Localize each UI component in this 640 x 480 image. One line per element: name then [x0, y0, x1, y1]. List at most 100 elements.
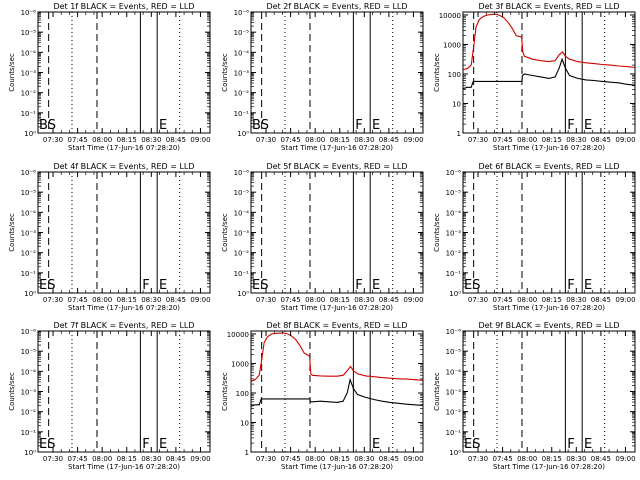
- detector-panel: Det 2f BLACK = Events, RED = LLD 10⁰ 10⁻¹ 1…: [221, 2, 424, 152]
- region-marker-bs: BS: [39, 118, 56, 133]
- x-tick-label: 08:30: [354, 296, 374, 304]
- x-tick-label: 07:30: [43, 136, 63, 144]
- y-tick-label: 10⁰: [449, 290, 461, 298]
- y-tick-label: 10⁻⁴: [21, 49, 37, 57]
- x-tick-label: 08:00: [92, 455, 112, 463]
- y-tick-label: 10⁻²: [446, 409, 462, 417]
- plot-frame: [250, 330, 424, 453]
- y-tick-label: 10⁻²: [21, 409, 37, 417]
- x-tick-label: 08:15: [117, 136, 137, 144]
- x-tick-label: 09:00: [190, 136, 210, 144]
- plot-frame: [37, 11, 211, 134]
- y-tick-label: 10: [452, 100, 461, 108]
- y-tick-label: 10⁻⁴: [446, 368, 462, 376]
- detector-panel: Det 7f BLACK = Events, RED = LLD 10⁰ 10⁻¹ 1…: [8, 321, 211, 471]
- y-tick-label: 10⁻³: [21, 389, 37, 397]
- plot-frame: [250, 171, 424, 294]
- plot-frame: [37, 330, 211, 453]
- detector-panel: Det 3f BLACK = Events, RED = LLD 1 10 100 10…: [433, 2, 636, 152]
- panel-title: Det 2f BLACK = Events, RED = LLD: [266, 2, 407, 11]
- region-marker-f: F: [567, 437, 574, 452]
- x-tick-label: 07:45: [281, 296, 301, 304]
- y-tick-label: 10⁻⁶: [21, 328, 37, 336]
- x-tick-label: 07:30: [256, 296, 276, 304]
- y-tick-label: 10⁻¹: [21, 429, 37, 437]
- panel-title: Det 3f BLACK = Events, RED = LLD: [478, 2, 619, 11]
- y-axis-label: Counts/sec: [8, 213, 16, 252]
- region-marker-es: ES: [252, 278, 268, 293]
- region-marker-f: F: [142, 437, 149, 452]
- y-tick-label: 10⁻²: [446, 250, 462, 258]
- x-tick-label: 09:00: [190, 296, 210, 304]
- panel-title: Det 7f BLACK = Events, RED = LLD: [53, 321, 194, 330]
- y-tick-label: 10⁻⁴: [21, 368, 37, 376]
- x-tick-label: 08:00: [305, 136, 325, 144]
- y-axis-label: Counts/sec: [221, 372, 229, 411]
- detector-panel: Det 6f BLACK = Events, RED = LLD 10⁰ 10⁻¹ 1…: [433, 162, 636, 312]
- region-marker-e: E: [372, 437, 380, 452]
- x-tick-label: 07:45: [281, 455, 301, 463]
- y-tick-label: 10⁻⁴: [234, 209, 250, 217]
- x-tick-label: 08:15: [542, 136, 562, 144]
- y-tick-label: 10⁻¹: [21, 270, 37, 278]
- region-marker-e: E: [159, 437, 167, 452]
- x-tick-label: 08:15: [542, 455, 562, 463]
- x-tick-label: 08:15: [117, 296, 137, 304]
- y-tick-label: 10⁻⁴: [234, 49, 250, 57]
- x-tick-label: 09:00: [615, 136, 635, 144]
- y-tick-label: 100: [448, 71, 461, 79]
- y-axis-label: Counts/sec: [433, 213, 441, 252]
- region-marker-f: F: [567, 278, 574, 293]
- region-marker-e: E: [159, 278, 167, 293]
- y-tick-label: 10⁻²: [234, 250, 250, 258]
- y-tick-label: 10⁻¹: [21, 110, 37, 118]
- y-tick-label: 1: [457, 130, 461, 138]
- x-tick-label: 07:45: [493, 296, 513, 304]
- x-tick-label: 08:30: [566, 296, 586, 304]
- x-tick-label: 08:30: [566, 136, 586, 144]
- y-tick-label: 10⁻⁶: [21, 9, 37, 17]
- region-marker-e: E: [584, 278, 592, 293]
- x-axis-label: Start Time (17-Jun-16 07:28:20): [493, 463, 605, 471]
- x-axis-label: Start Time (17-Jun-16 07:28:20): [281, 304, 393, 312]
- y-tick-label: 10⁻⁵: [446, 189, 462, 197]
- panel-title: Det 6f BLACK = Events, RED = LLD: [478, 162, 619, 171]
- y-tick-label: 10⁻²: [21, 90, 37, 98]
- x-tick-label: 07:30: [43, 455, 63, 463]
- plot-frame: [462, 11, 636, 134]
- x-tick-label: 07:30: [256, 455, 276, 463]
- region-marker-es: ES: [39, 437, 55, 452]
- y-tick-label: 10⁻³: [234, 230, 250, 238]
- y-tick-label: 1: [245, 449, 249, 457]
- y-tick-label: 10⁰: [24, 449, 36, 457]
- y-tick-label: 10⁻²: [234, 90, 250, 98]
- panel-title: Det 8f BLACK = Events, RED = LLD: [266, 321, 407, 330]
- y-tick-label: 10⁻⁵: [21, 29, 37, 37]
- x-tick-label: 09:00: [403, 296, 423, 304]
- y-tick-label: 100: [236, 390, 249, 398]
- y-tick-label: 10⁻¹: [446, 270, 462, 278]
- y-axis-label: Counts/sec: [221, 53, 229, 92]
- y-tick-label: 10⁻⁵: [234, 29, 250, 37]
- x-tick-label: 08:45: [166, 296, 186, 304]
- y-tick-label: 10⁻⁵: [446, 348, 462, 356]
- x-axis-label: Start Time (17-Jun-16 07:28:20): [68, 144, 180, 152]
- x-tick-label: 08:30: [354, 455, 374, 463]
- y-tick-label: 10⁻³: [21, 230, 37, 238]
- plot-frame: [250, 11, 424, 134]
- x-tick-label: 08:15: [542, 296, 562, 304]
- x-tick-label: 08:45: [591, 296, 611, 304]
- x-tick-label: 07:45: [493, 136, 513, 144]
- y-tick-label: 10⁻³: [21, 70, 37, 78]
- y-tick-label: 10: [240, 419, 249, 427]
- y-axis-label: Counts/sec: [8, 53, 16, 92]
- events-series-line: [251, 377, 423, 407]
- lld-series-line: [463, 13, 635, 71]
- region-marker-e: E: [372, 118, 380, 133]
- detector-panel: Det 5f BLACK = Events, RED = LLD 10⁰ 10⁻¹ 1…: [221, 162, 424, 312]
- y-tick-label: 10⁻³: [446, 230, 462, 238]
- panel-title: Det 4f BLACK = Events, RED = LLD: [53, 162, 194, 171]
- x-tick-label: 08:45: [591, 455, 611, 463]
- y-tick-label: 10⁻⁵: [234, 189, 250, 197]
